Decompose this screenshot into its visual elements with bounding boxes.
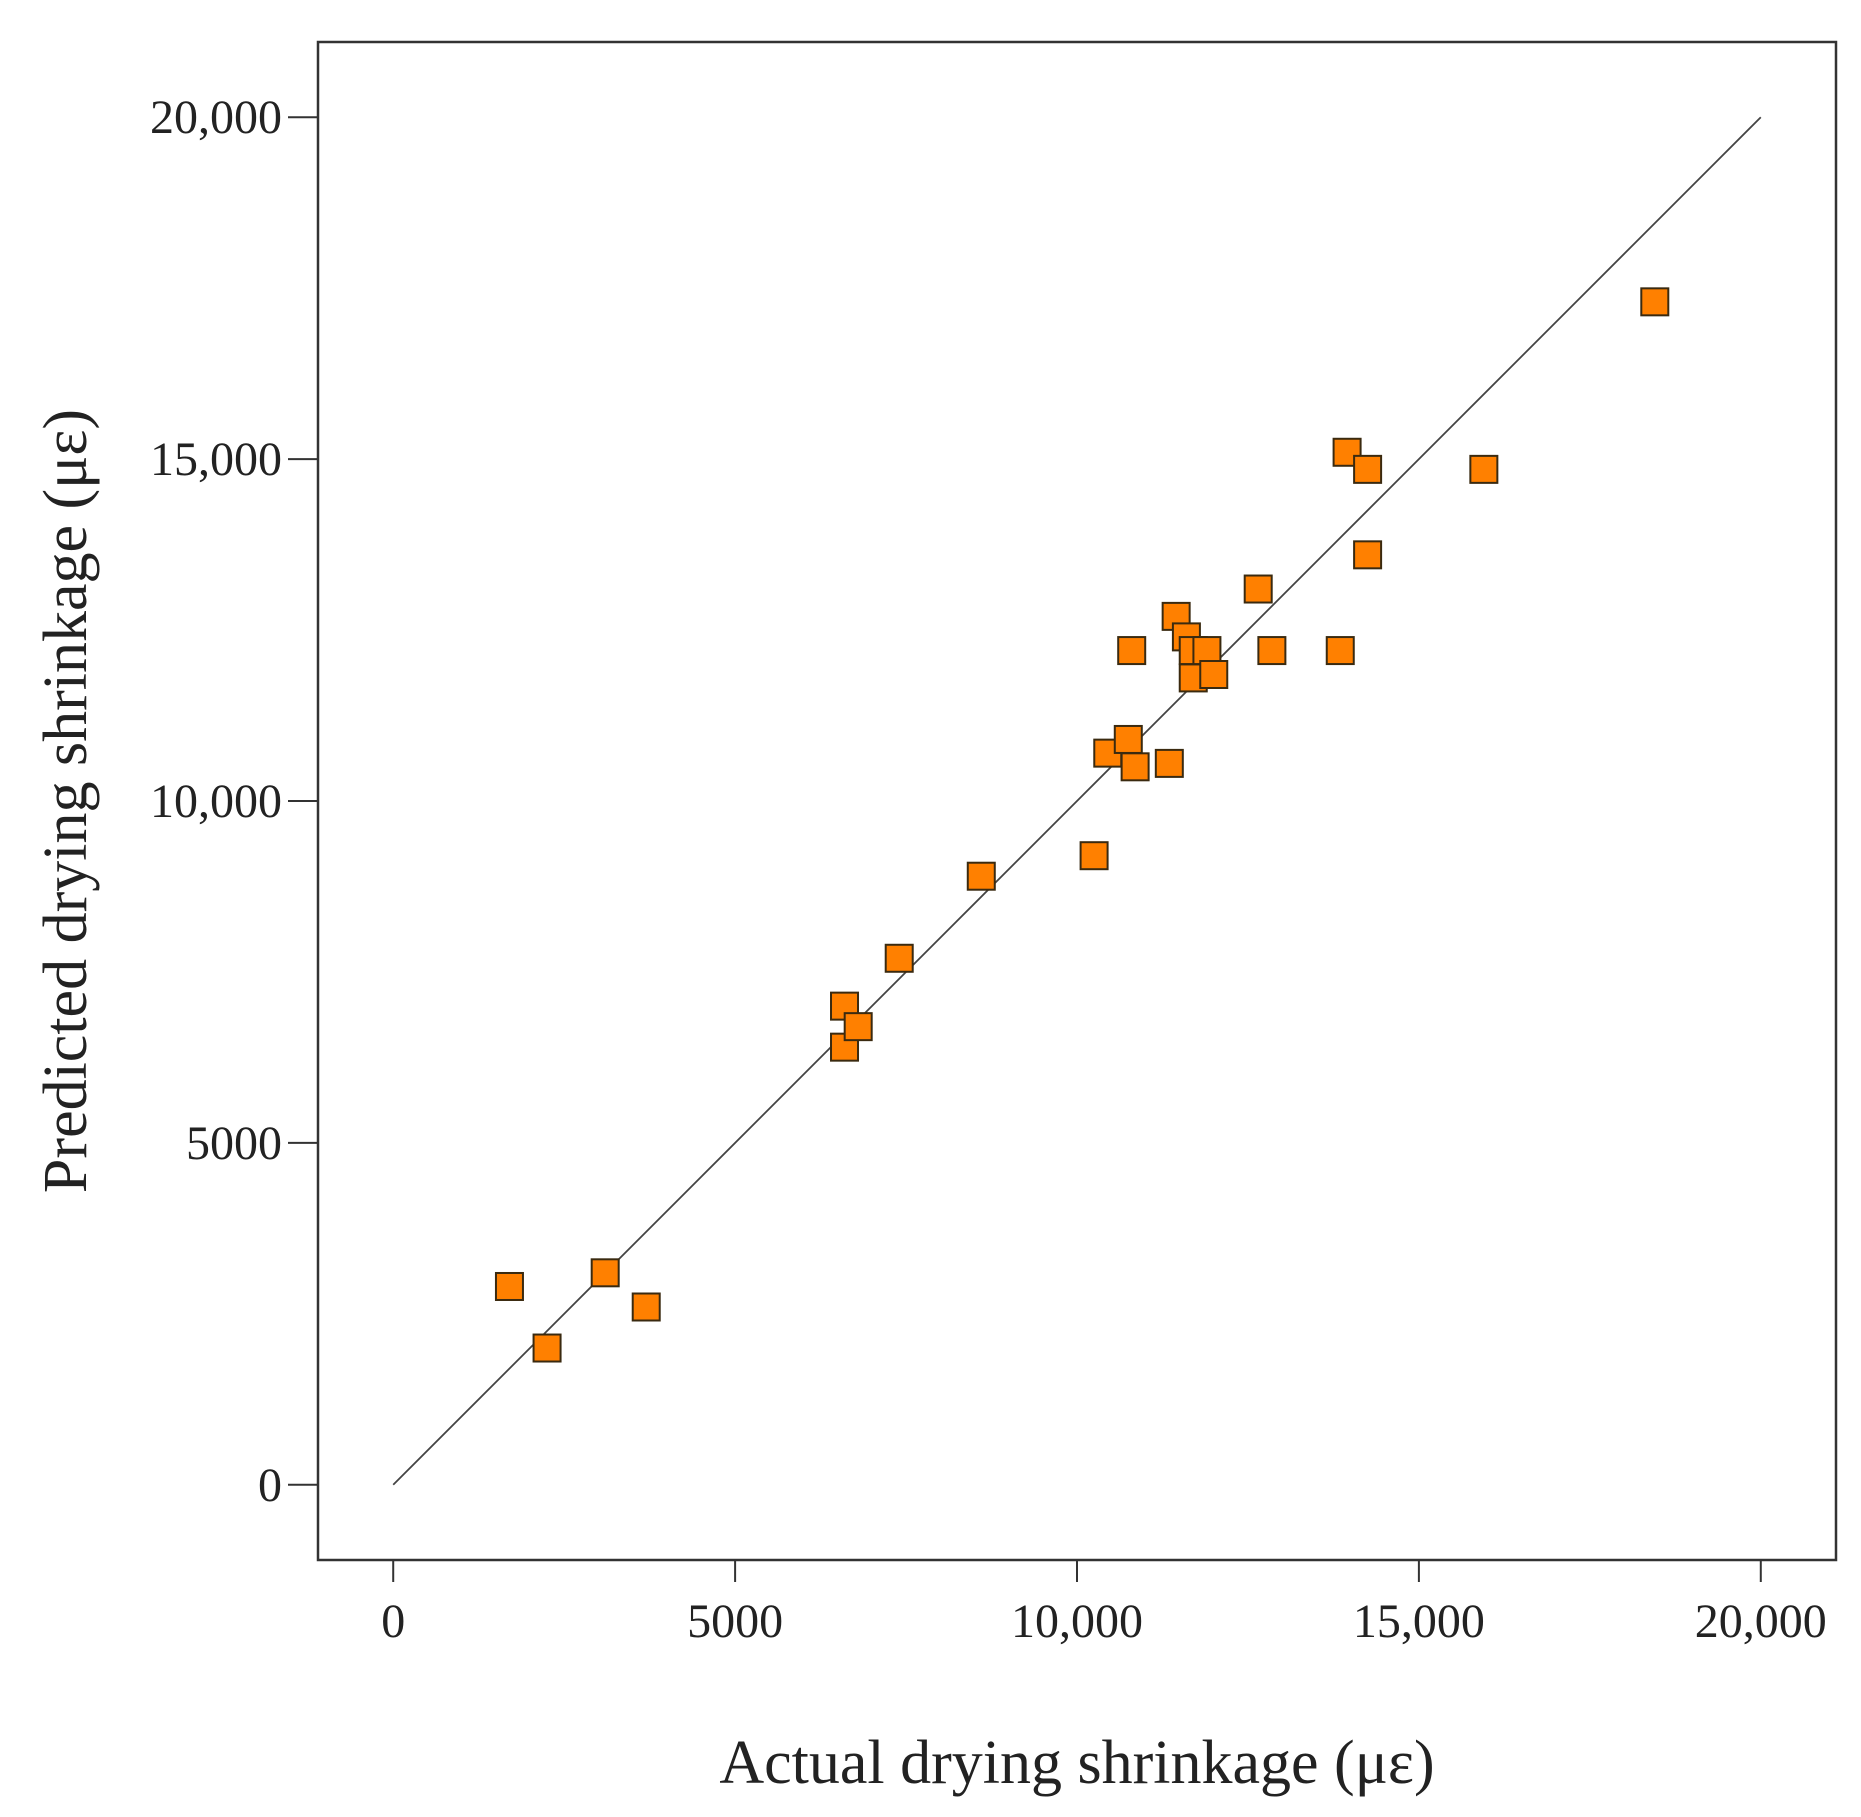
data-point <box>843 1012 873 1042</box>
data-point <box>1199 660 1229 689</box>
data-point <box>494 1271 524 1301</box>
x-tick-label: 10,000 <box>1011 1595 1143 1648</box>
y-tick-label: 15,000 <box>150 433 282 486</box>
y-axis-ticks: 0 5000 10,000 15,000 20,000 <box>150 91 318 1512</box>
data-point <box>1154 748 1184 778</box>
data-point <box>631 1292 661 1322</box>
x-tick-label: 0 <box>381 1595 405 1648</box>
y-tick-label: 20,000 <box>150 91 282 144</box>
data-point <box>1120 752 1150 782</box>
data-point <box>1079 841 1109 871</box>
data-point <box>1243 574 1273 604</box>
data-point <box>1117 636 1147 666</box>
y-tick-label: 0 <box>258 1459 282 1512</box>
data-point <box>1640 287 1670 317</box>
data-point <box>1353 454 1383 484</box>
data-point <box>1469 454 1499 484</box>
y-axis-title: Predicted drying shrinkage (με) <box>32 409 100 1193</box>
y-tick-label: 5000 <box>186 1117 282 1170</box>
reference-line <box>392 116 1762 1486</box>
x-tick-label: 20,000 <box>1695 1595 1827 1648</box>
x-axis-ticks: 0 5000 10,000 15,000 20,000 <box>381 1560 1827 1648</box>
data-point <box>590 1258 620 1288</box>
data-point <box>1113 724 1143 754</box>
data-point <box>532 1333 562 1363</box>
data-point <box>966 861 996 891</box>
data-points <box>494 287 1670 1363</box>
data-point <box>1353 540 1383 570</box>
data-point <box>884 943 914 973</box>
x-tick-label: 5000 <box>687 1595 783 1648</box>
x-tick-label: 15,000 <box>1353 1595 1485 1648</box>
x-axis-title: Actual drying shrinkage (με) <box>719 1729 1434 1797</box>
data-point <box>1325 636 1355 666</box>
y-tick-label: 10,000 <box>150 775 282 828</box>
data-point <box>1257 636 1287 666</box>
